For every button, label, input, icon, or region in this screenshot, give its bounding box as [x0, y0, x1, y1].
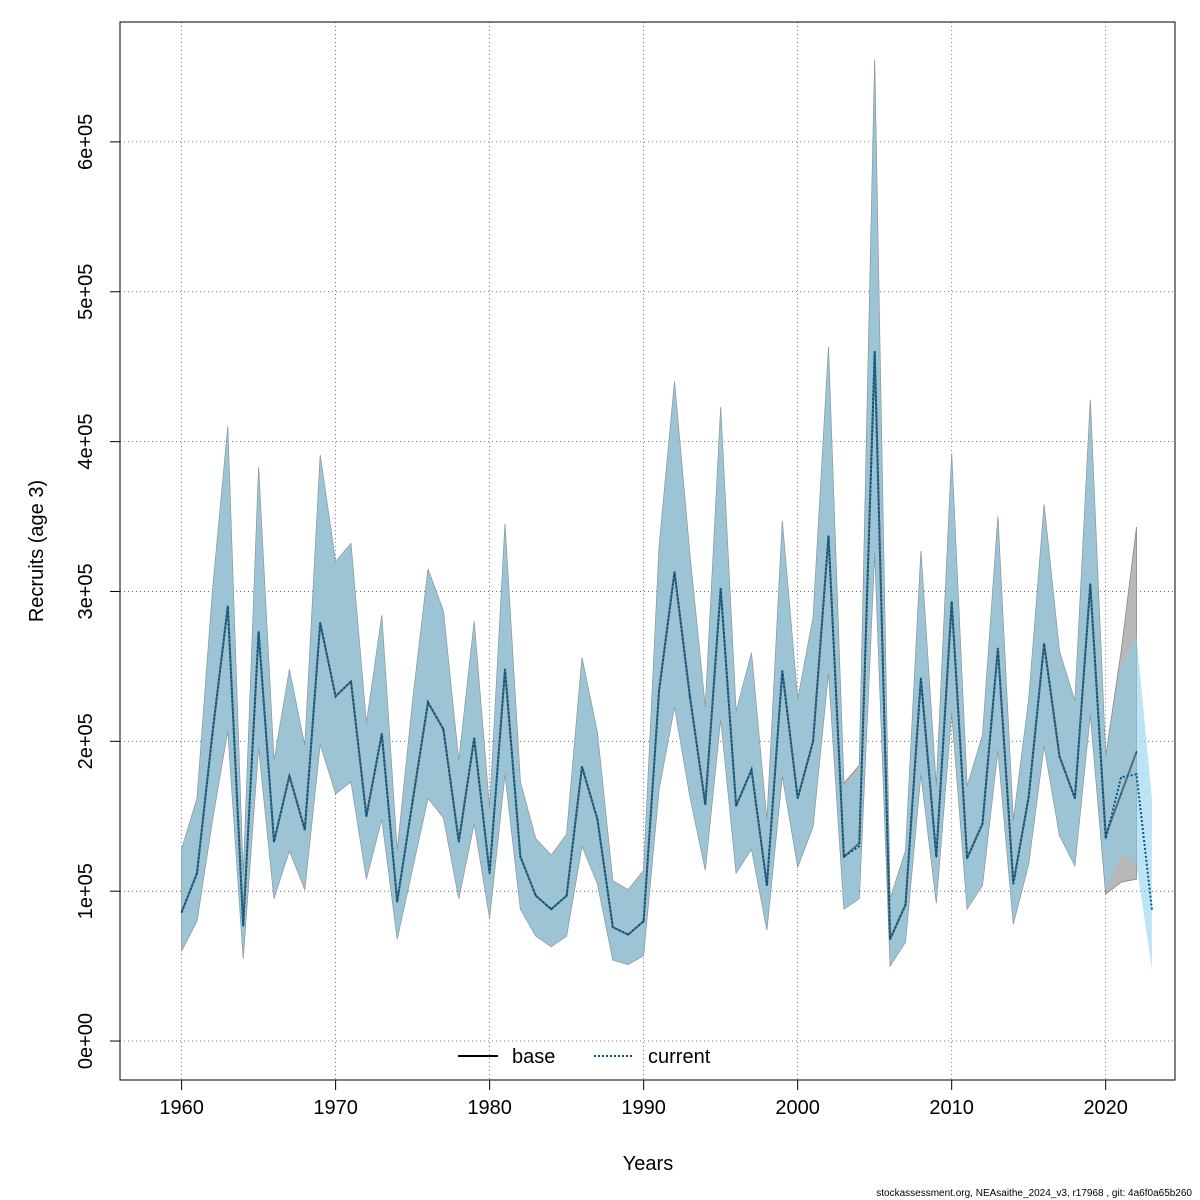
point-current	[981, 822, 984, 825]
point-current	[781, 670, 784, 672]
point-current	[997, 647, 999, 650]
point-current	[889, 938, 891, 940]
point-current	[627, 933, 629, 936]
point-current	[935, 855, 938, 858]
line-current	[180, 351, 1153, 940]
x-axis-title: Years	[623, 1153, 673, 1175]
point-current	[704, 803, 707, 806]
point-current	[180, 911, 183, 913]
point-current	[1012, 882, 1015, 885]
point-current	[411, 800, 414, 803]
point-current	[719, 587, 722, 590]
point-current	[750, 769, 753, 771]
point-current	[1027, 796, 1030, 798]
point-current	[920, 677, 922, 680]
point-current	[350, 680, 352, 683]
point-current	[458, 840, 460, 843]
point-current	[581, 766, 583, 768]
y-tick-label: 4e+05	[75, 414, 97, 470]
point-current	[427, 701, 429, 704]
point-current	[504, 668, 506, 671]
x-tick-label: 1970	[313, 1097, 358, 1119]
point-current	[550, 908, 552, 910]
x-tick-label: 2020	[1083, 1097, 1128, 1119]
confidence-bands	[181, 59, 1152, 970]
point-current	[658, 689, 660, 692]
y-axis: 0e+00 1e+05 2e+05 3e+05 4e+05 5e+05 6e+05	[75, 114, 120, 1069]
point-current	[1151, 908, 1153, 910]
point-current	[1104, 837, 1107, 840]
series-lines	[180, 350, 1153, 940]
point-current	[227, 605, 229, 608]
point-current	[319, 622, 322, 624]
legend-base-label: base	[512, 1046, 555, 1068]
y-tick-label: 5e+05	[75, 264, 97, 320]
point-current	[442, 728, 445, 731]
y-tick-label: 0e+00	[75, 1013, 97, 1069]
point-current	[1043, 643, 1045, 645]
point-current	[304, 828, 306, 831]
band-current	[181, 59, 1152, 970]
point-current	[966, 857, 968, 859]
point-current	[565, 894, 568, 897]
point-current	[273, 840, 275, 843]
point-current	[211, 733, 214, 735]
point-current	[735, 805, 737, 807]
point-current	[1089, 583, 1092, 585]
point-current	[396, 900, 399, 903]
point-current	[381, 733, 383, 735]
point-current	[334, 695, 337, 698]
point-current	[1058, 755, 1061, 758]
x-tick-label: 1990	[621, 1097, 666, 1119]
x-tick-label: 1980	[467, 1097, 512, 1119]
point-current	[535, 894, 537, 897]
plot-frame	[119, 21, 1176, 1081]
point-current	[257, 631, 260, 633]
point-current	[843, 855, 845, 858]
y-tick-label: 2e+05	[75, 713, 97, 769]
point-current	[796, 797, 799, 800]
point-current	[812, 740, 814, 743]
x-tick-label: 1960	[159, 1097, 204, 1119]
point-current	[950, 601, 953, 603]
y-tick-label: 3e+05	[75, 563, 97, 619]
point-current	[766, 884, 768, 886]
point-current	[642, 920, 645, 922]
point-current	[519, 855, 522, 858]
point-current	[612, 926, 614, 928]
point-current	[365, 815, 368, 817]
point-current	[196, 872, 198, 874]
point-current	[827, 535, 830, 537]
y-tick-label: 1e+05	[75, 863, 97, 919]
point-current	[1135, 773, 1138, 776]
y-axis-title: Recruits (age 3)	[26, 480, 48, 622]
point-base	[1120, 793, 1122, 795]
point-base	[1135, 751, 1138, 753]
x-tick-label: 2000	[775, 1097, 820, 1119]
point-current	[596, 818, 599, 820]
point-current	[473, 737, 476, 740]
footer-note: stockassessment.org, NEAsaithe_2024_v3, …	[876, 1188, 1192, 1199]
point-current	[242, 924, 244, 927]
point-current	[873, 350, 876, 353]
point-current	[1120, 776, 1122, 779]
grid	[120, 22, 1175, 1080]
point-current	[858, 845, 861, 847]
y-tick-label: 6e+05	[75, 114, 97, 170]
point-current	[904, 903, 907, 906]
point-current	[689, 695, 691, 698]
point-current	[288, 775, 291, 777]
point-current	[1074, 797, 1076, 800]
point-current	[673, 571, 676, 573]
legend: base current	[458, 1046, 711, 1068]
legend-current-label: current	[648, 1046, 711, 1068]
x-tick-label: 2010	[929, 1097, 974, 1119]
point-current	[488, 872, 491, 874]
x-axis: 1960 1970 1980 1990 2000 2010 2020	[159, 1080, 1128, 1119]
